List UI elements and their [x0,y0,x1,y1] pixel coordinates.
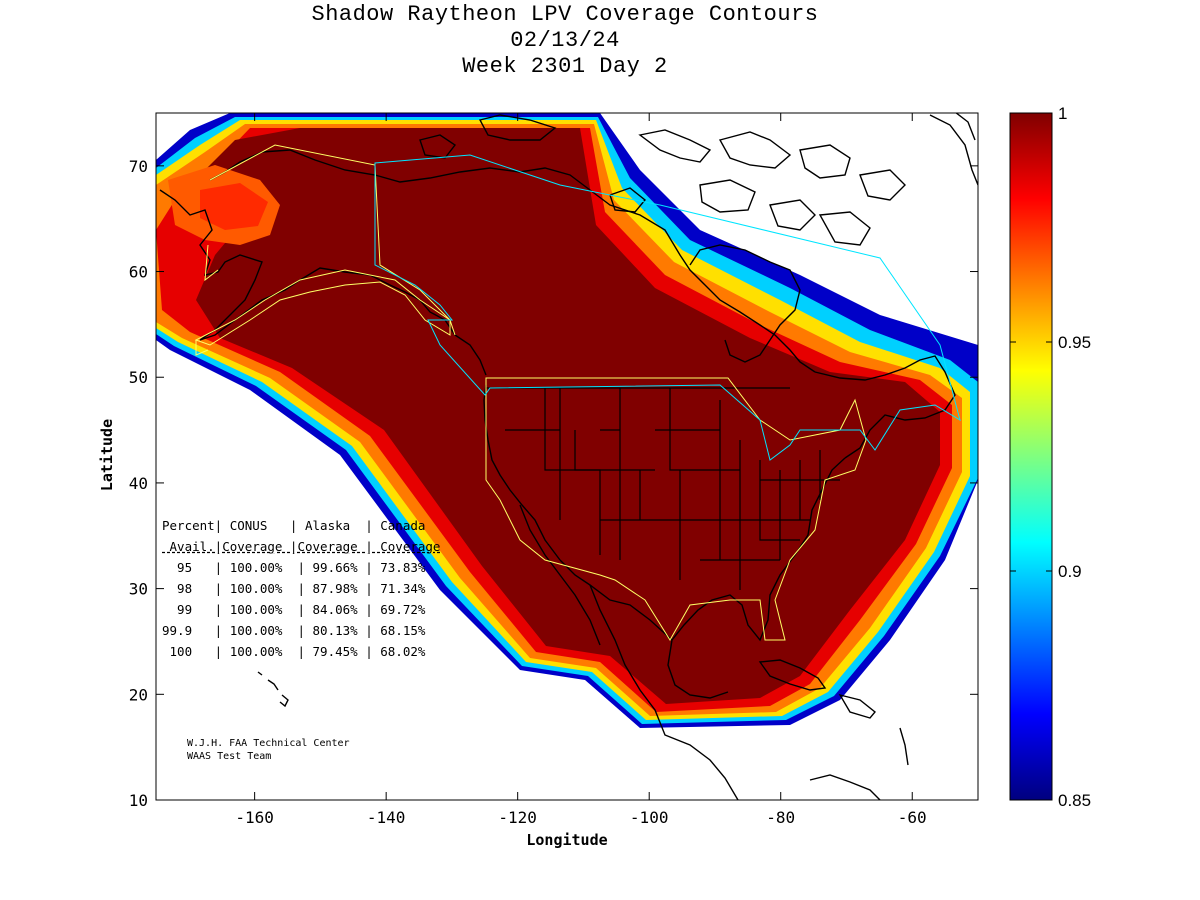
x-tick-label: -160 [235,808,274,827]
plot-title-line2: 02/13/24 [510,28,620,53]
coverage-table-header2: Avail.|Coverage |Coverage | Coverage [162,539,441,554]
coastlines [159,113,978,800]
y-tick-label: 20 [129,685,148,704]
x-tick-label: -140 [367,808,406,827]
y-tick-label: 30 [129,580,148,599]
coverage-table-row: 99 | 100.00% | 84.06% | 69.72% [162,602,426,617]
plot-title-line1: Shadow Raytheon LPV Coverage Contours [311,2,819,27]
y-tick-label: 60 [129,263,148,282]
colorbar-tick-label: 0.9 [1058,562,1082,581]
alaska-west-gap-inner [200,183,268,230]
state-borders [486,387,840,590]
y-tick-label: 70 [129,157,148,176]
y-tick-label: 50 [129,368,148,387]
coverage-table-row: 100 | 100.00% | 79.45% | 68.02% [162,644,426,659]
coverage-table-row: 98 | 100.00% | 87.98% | 71.34% [162,581,426,596]
credit-line1: W.J.H. FAA Technical Center [187,738,350,749]
y-tick-label: 10 [129,791,148,810]
x-axis-label: Longitude [526,831,607,849]
x-axis: -160 -140 -120 -100 -80 -60 [235,113,927,827]
canada-outline [374,154,961,461]
colorbar-tick-label: 1 [1058,104,1067,123]
colorbar-tick-label: 0.95 [1058,333,1091,352]
coverage-table-row: 99.9 | 100.00% | 80.13% | 68.15% [162,623,426,638]
x-tick-label: -80 [766,808,795,827]
y-axis-label: Latitude [98,419,116,491]
plot-title-line3: Week 2301 Day 2 [462,54,668,79]
colorbar [1009,112,1053,801]
y-axis: 10 20 30 40 50 60 70 [129,157,978,810]
x-tick-label: -120 [498,808,537,827]
coverage-table-header1: Percent| CONUS | Alaska | Canada [162,518,426,533]
x-tick-label: -60 [898,808,927,827]
coverage-table-row: 95 | 100.00% | 99.66% | 73.83% [162,560,426,575]
x-tick-label: -100 [630,808,669,827]
colorbar-ticks: 0.85 0.9 0.95 1 [1010,104,1091,810]
plot-frame [155,112,979,801]
credit-line2: WAAS Test Team [187,751,272,762]
y-tick-label: 40 [129,474,148,493]
colorbar-tick-label: 0.85 [1058,791,1091,810]
